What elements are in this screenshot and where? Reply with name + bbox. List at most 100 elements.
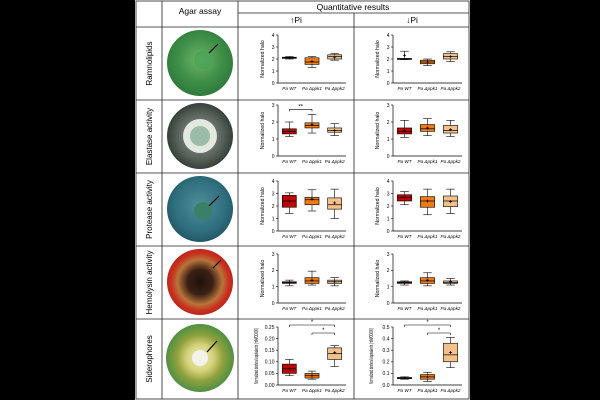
- y-tick-label: 0.3: [383, 348, 390, 354]
- y-axis-label: Normalized desferal equivalents (mM/OD60…: [254, 328, 260, 384]
- x-category-label: Pa Δppk2: [441, 306, 461, 311]
- plate-protease: [167, 176, 233, 242]
- significance-label: **: [298, 104, 303, 110]
- row-label-elastase: Elastase activity: [145, 108, 154, 165]
- chart-elastase-activity-high-pi: 0 1 2 3 Normalized halo Pa WT Pa Δppk1 Pa Δppk2…: [260, 103, 346, 164]
- y-tick-label: 3: [272, 45, 275, 51]
- y-tick-label: 0.05: [265, 371, 275, 377]
- y-tick-label: 3: [387, 45, 390, 51]
- y-tick-label: 1: [387, 284, 390, 290]
- chart-protease-activity-high-pi: 0 1 2 3 4 Normalized halo Pa WT Pa Δppk1 Pa Δppk…: [260, 179, 346, 239]
- x-category-label: Pa Δppk1: [302, 234, 322, 239]
- y-axis-label: Normalized halo: [260, 260, 266, 298]
- y-tick-label: 0: [387, 229, 390, 235]
- x-category-label: Pa WT: [282, 234, 297, 239]
- significance-label: *: [322, 328, 325, 334]
- y-tick-label: 3: [387, 191, 390, 197]
- plate-elastase: [167, 103, 233, 169]
- x-category-label: Pa Δppk1: [418, 234, 438, 239]
- y-tick-label: 0: [272, 154, 275, 160]
- x-category-label: Pa Δppk1: [302, 159, 322, 164]
- row-label-protease: Protease activity: [145, 180, 154, 239]
- x-category-label: Pa Δppk2: [325, 234, 345, 239]
- y-axis-label: Normalized halo: [260, 112, 266, 150]
- y-tick-label: 2: [272, 120, 275, 126]
- y-axis-label: Normalized desferal equivalents (mM/OD60…: [369, 328, 375, 384]
- y-axis-label: Normalized halo: [260, 40, 266, 78]
- x-category-label: Pa Δppk2: [441, 159, 461, 164]
- x-category-label: Pa WT: [397, 234, 412, 239]
- plate-hemolysin: [167, 249, 233, 315]
- x-category-label: Pa Δppk1: [418, 86, 438, 91]
- significance-label: *: [438, 328, 441, 334]
- y-tick-label: 1: [272, 69, 275, 75]
- y-tick-label: 0.0: [383, 383, 390, 389]
- x-category-label: Pa Δppk1: [418, 306, 438, 311]
- y-tick-label: 0: [387, 81, 390, 87]
- x-category-label: Pa Δppk2: [325, 86, 345, 91]
- y-tick-label: 0: [387, 301, 390, 307]
- y-tick-label: 0: [387, 154, 390, 160]
- y-tick-label: 0: [272, 301, 275, 307]
- significance-label: *: [311, 320, 314, 326]
- y-tick-label: 1: [272, 137, 275, 143]
- y-tick-label: 0.25: [265, 325, 275, 331]
- x-category-label: Pa Δppk1: [302, 306, 322, 311]
- y-tick-label: 0.5: [383, 325, 390, 331]
- x-category-label: Pa Δppk1: [418, 388, 438, 393]
- y-tick-label: 1: [272, 216, 275, 222]
- x-category-label: Pa WT: [397, 159, 412, 164]
- chart-siderophores-high-pi: 0.00 0.05 0.10 0.15 0.20 0.25 Normalized desfe…: [254, 320, 346, 393]
- chart-ramnolipids-low-pi: 0 1 2 3 4 Normalized halo Pa WT Pa Δppk1 Pa Δppk…: [375, 33, 462, 91]
- x-category-label: Pa WT: [282, 388, 297, 393]
- y-tick-label: 0: [272, 229, 275, 235]
- x-category-label: Pa Δppk2: [325, 306, 345, 311]
- x-category-label: Pa Δppk1: [302, 388, 322, 393]
- x-category-label: Pa WT: [397, 86, 412, 91]
- y-tick-label: 0: [272, 81, 275, 87]
- x-category-label: Pa WT: [397, 306, 412, 311]
- row-label-ramnolipids: Ramnolipids: [145, 41, 154, 85]
- y-tick-label: 4: [272, 33, 275, 39]
- y-tick-label: 0.1: [383, 371, 390, 377]
- y-tick-label: 3: [387, 252, 390, 258]
- y-axis-label: Normalized halo: [375, 112, 381, 150]
- y-tick-label: 2: [387, 120, 390, 126]
- figure-svg: Agar assay Quantitative results ↑Pi ↓Pi …: [135, 0, 470, 400]
- y-tick-label: 3: [272, 252, 275, 258]
- chart-elastase-activity-low-pi: 0 1 2 3 Normalized halo Pa WT Pa Δppk1 Pa Δppk2: [375, 103, 462, 164]
- y-tick-label: 0.15: [265, 348, 275, 354]
- y-tick-label: 0.10: [265, 360, 275, 366]
- figure-panel: Agar assay Quantitative results ↑Pi ↓Pi …: [135, 0, 470, 400]
- y-axis-label: Normalized halo: [375, 40, 381, 78]
- y-tick-label: 2: [387, 57, 390, 63]
- box-ppk1: [304, 196, 320, 206]
- y-tick-label: 2: [387, 268, 390, 274]
- y-tick-label: 4: [272, 179, 275, 185]
- plate-siderophores: [166, 324, 234, 392]
- x-category-label: Pa WT: [282, 306, 297, 311]
- y-tick-label: 1: [387, 69, 390, 75]
- x-category-label: Pa WT: [282, 159, 297, 164]
- y-tick-label: 4: [387, 179, 390, 185]
- x-category-label: Pa Δppk1: [418, 159, 438, 164]
- y-tick-label: 3: [272, 191, 275, 197]
- y-tick-label: 2: [272, 268, 275, 274]
- y-tick-label: 4: [387, 33, 390, 39]
- y-tick-label: 0.00: [265, 383, 275, 389]
- y-tick-label: 0.20: [265, 336, 275, 342]
- y-tick-label: 1: [387, 137, 390, 143]
- y-tick-label: 2: [272, 57, 275, 63]
- y-axis-label: Normalized halo: [375, 187, 381, 225]
- row-label-hemolysin: Hemolysin activity: [145, 250, 154, 314]
- y-tick-label: 1: [387, 216, 390, 222]
- y-tick-label: 3: [272, 103, 275, 109]
- y-tick-label: 0.4: [383, 336, 390, 342]
- chart-protease-activity-low-pi: 0 1 2 3 4 Normalized halo Pa WT Pa Δppk1 Pa Δppk…: [375, 179, 462, 239]
- x-category-label: Pa WT: [397, 388, 412, 393]
- y-tick-label: 2: [272, 204, 275, 210]
- row-label-siderophores: Siderophores: [145, 335, 154, 383]
- x-category-label: Pa Δppk2: [325, 159, 345, 164]
- y-axis-label: Normalized halo: [260, 187, 266, 225]
